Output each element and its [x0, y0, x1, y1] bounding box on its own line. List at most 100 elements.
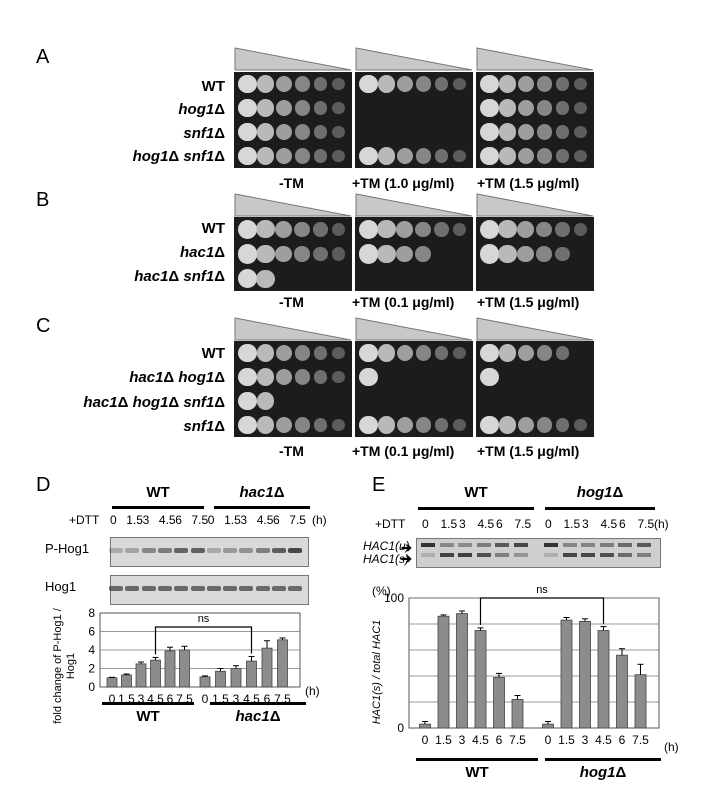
- yeast-spot: [294, 246, 310, 262]
- yeast-spot: [396, 344, 413, 362]
- yeast-spot: [332, 370, 346, 384]
- yeast-spot: [256, 99, 275, 117]
- yeast-spot: [415, 76, 431, 92]
- yeast-spot: [498, 99, 517, 117]
- yeast-spot: [396, 75, 413, 93]
- x-tick-label: 0: [202, 692, 209, 706]
- yeast-spot: [517, 245, 535, 263]
- bar: [511, 699, 524, 729]
- yeast-spot: [536, 148, 552, 164]
- yeast-spot: [313, 101, 328, 115]
- time-unit: (h): [654, 517, 669, 531]
- y-tick-label: 0: [397, 721, 404, 735]
- yeast-spot: [453, 77, 467, 91]
- yeast-spot: [294, 221, 310, 238]
- yeast-spot: [313, 222, 328, 237]
- bar-chart: 0 100 0 1.5 3 4.5 6 7.5 0 1.5 3 4.5 6 7.5 ns: [384, 584, 660, 747]
- yeast-spot: [479, 74, 499, 94]
- group-label: WT: [136, 708, 160, 725]
- yeast-spot: [237, 269, 257, 289]
- yeast-spot: [498, 75, 517, 93]
- blot-band: [190, 548, 205, 553]
- blot-band: [157, 586, 172, 591]
- yeast-spot: [498, 220, 517, 239]
- yeast-spot: [256, 344, 275, 362]
- spliced-band: [421, 553, 435, 557]
- yeast-spot: [498, 344, 517, 362]
- band-label: HAC1(s): [363, 552, 410, 566]
- yeast-spot: [574, 101, 588, 115]
- group-label: WT: [464, 484, 488, 501]
- yeast-spot: [479, 343, 499, 363]
- blot-band: [255, 586, 270, 591]
- x-tick-label: 3: [582, 733, 589, 747]
- x-tick-label: 0: [109, 692, 116, 706]
- bar: [560, 619, 573, 729]
- blot-band: [157, 548, 172, 553]
- x-tick-label: 7.5: [509, 733, 526, 747]
- time-label: 7.5: [191, 513, 209, 527]
- yeast-spot: [294, 76, 310, 92]
- bar: [135, 663, 147, 688]
- yeast-spot: [536, 221, 552, 238]
- bar: [579, 620, 591, 729]
- group-underline: [102, 702, 194, 705]
- time-label: 1.5: [440, 517, 458, 531]
- yeast-spot: [479, 367, 499, 387]
- yeast-spot: [358, 415, 378, 435]
- x-tick-label: 7.5: [632, 733, 649, 747]
- yeast-spot: [517, 147, 534, 165]
- strain-label: hog1Δ snf1Δ: [132, 148, 225, 165]
- y-tick-label: 6: [88, 625, 95, 639]
- yeast-spot: [517, 344, 534, 362]
- yeast-spot: [332, 222, 346, 236]
- yeast-spot: [396, 220, 414, 238]
- blot-band: [174, 586, 189, 591]
- spliced-band: [544, 553, 558, 557]
- yeast-spot: [275, 416, 292, 434]
- yeast-spot: [574, 77, 588, 91]
- strain-label: hac1Δ hog1Δ snf1Δ: [83, 394, 225, 411]
- time-label: 3: [240, 513, 248, 527]
- x-tick-label: 3: [459, 733, 466, 747]
- x-tick-label: 4.5: [595, 733, 612, 747]
- bar: [634, 674, 647, 729]
- panel-label-d: D: [36, 474, 51, 496]
- time-unit: (h): [312, 513, 327, 527]
- yeast-spot: [377, 75, 396, 93]
- time-label: 7.5: [289, 513, 306, 527]
- yeast-spot: [275, 99, 292, 117]
- panel-label-b: B: [36, 189, 50, 211]
- bar: [246, 660, 257, 688]
- yeast-spot: [574, 418, 588, 432]
- yeast-spot: [415, 345, 431, 361]
- yeast-spot: [332, 418, 346, 432]
- time-label: 4.5: [256, 513, 274, 527]
- blot-band: [206, 586, 221, 591]
- yeast-spot: [313, 149, 328, 163]
- x-tick-label: 1.5: [558, 733, 575, 747]
- x-tick-label: 6: [496, 733, 503, 747]
- blot-band: [288, 548, 303, 553]
- yeast-spot: [396, 147, 413, 165]
- yeast-spot: [237, 98, 257, 118]
- yeast-spot: [256, 220, 275, 239]
- dilution-wedge: [234, 317, 352, 341]
- band-label: HAC1(u): [363, 539, 410, 553]
- time-label: 1.5: [563, 517, 581, 531]
- yeast-spot: [256, 269, 275, 288]
- blot-band: [141, 548, 156, 553]
- blot-band: [109, 548, 123, 553]
- yeast-spot: [498, 123, 517, 141]
- blot-band: [174, 548, 189, 553]
- yeast-spot: [555, 77, 570, 91]
- group-underline: [545, 758, 661, 761]
- treatment-label: +DTT: [69, 513, 100, 527]
- yeast-spot: [517, 99, 534, 117]
- yeast-spot: [434, 149, 449, 163]
- bar: [179, 649, 190, 688]
- x-unit-label: (h): [664, 740, 679, 754]
- spliced-band: [581, 553, 595, 557]
- yeast-spot: [479, 122, 499, 142]
- yeast-spot: [294, 100, 310, 116]
